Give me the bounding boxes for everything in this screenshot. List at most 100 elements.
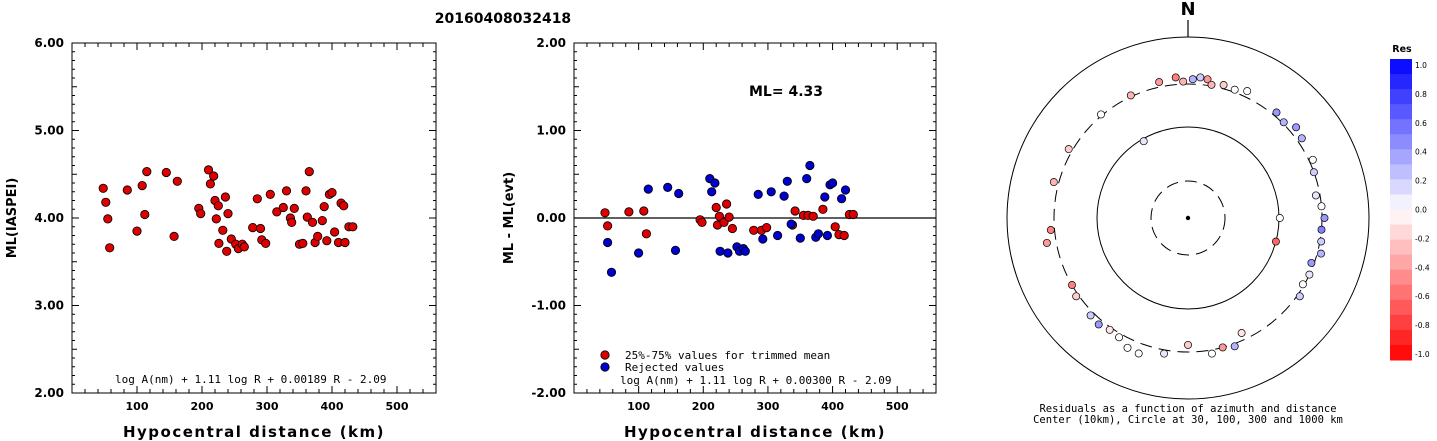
y-tick-label: 2.00 bbox=[34, 386, 64, 400]
data-point bbox=[248, 223, 258, 233]
data-point bbox=[758, 234, 768, 244]
data-point bbox=[727, 223, 738, 234]
data-point bbox=[602, 221, 613, 231]
station-residual-marker bbox=[1134, 349, 1143, 358]
colorbar-swatch bbox=[1390, 89, 1412, 105]
colorbar-tick-label: 0.0 bbox=[1415, 206, 1427, 215]
colorbar-swatch bbox=[1390, 209, 1412, 226]
colorbar-swatch bbox=[1390, 254, 1412, 271]
data-point bbox=[213, 201, 223, 211]
data-point bbox=[340, 237, 350, 248]
station-residual-marker bbox=[1219, 81, 1228, 89]
data-point bbox=[252, 194, 262, 204]
data-point bbox=[307, 217, 318, 227]
station-residual-marker bbox=[1243, 87, 1252, 96]
station-residual-marker bbox=[1279, 118, 1288, 127]
colorbar-swatch bbox=[1390, 314, 1412, 331]
data-point bbox=[711, 202, 721, 213]
data-point bbox=[714, 211, 725, 221]
station-residual-marker bbox=[1203, 75, 1212, 84]
data-point bbox=[172, 176, 182, 186]
station-residual-marker bbox=[1275, 214, 1284, 222]
data-point bbox=[805, 160, 815, 171]
data-point bbox=[278, 202, 288, 213]
data-point bbox=[281, 186, 292, 196]
colorbar-swatch bbox=[1390, 344, 1412, 361]
station-residual-marker bbox=[1086, 311, 1095, 320]
station-residual-marker bbox=[1317, 225, 1326, 234]
data-point bbox=[822, 230, 833, 241]
data-point bbox=[317, 216, 327, 226]
data-point bbox=[348, 222, 358, 232]
data-point bbox=[641, 229, 652, 239]
station-residual-marker bbox=[1311, 191, 1320, 200]
data-point bbox=[674, 188, 684, 199]
data-point bbox=[313, 231, 323, 241]
data-point bbox=[287, 217, 297, 227]
legend-trimmed-mean: 25%-75% values for trimmed mean bbox=[625, 349, 830, 362]
colorbar-tick-label: -0.2 bbox=[1415, 234, 1430, 243]
data-point bbox=[142, 167, 152, 177]
data-point bbox=[203, 165, 214, 175]
data-point bbox=[848, 209, 858, 220]
colorbar-swatch bbox=[1390, 329, 1412, 346]
data-point bbox=[122, 185, 132, 195]
data-point bbox=[220, 192, 230, 202]
plot2-ml-annotation: ML= 4.33 bbox=[749, 84, 823, 100]
data-point bbox=[715, 246, 725, 256]
data-point bbox=[322, 236, 332, 246]
data-point bbox=[786, 219, 796, 229]
colorbar-swatch bbox=[1390, 74, 1412, 90]
data-point bbox=[205, 179, 215, 189]
polar-center-dot bbox=[1185, 215, 1191, 221]
station-residual-marker bbox=[1126, 91, 1135, 100]
colorbar-tick-label: -1.0 bbox=[1415, 350, 1430, 359]
data-point bbox=[624, 207, 634, 217]
colorbar-tick-label: 0.2 bbox=[1415, 177, 1427, 186]
data-point bbox=[802, 174, 812, 184]
data-point bbox=[795, 233, 805, 243]
station-residual-marker bbox=[1196, 73, 1205, 82]
x-tick-label: 400 bbox=[321, 400, 344, 413]
data-point bbox=[836, 194, 847, 204]
data-point bbox=[663, 182, 673, 192]
station-residual-marker bbox=[1317, 237, 1326, 246]
colorbar-title: Res bbox=[1392, 44, 1412, 55]
station-residual-marker bbox=[1207, 80, 1216, 89]
data-point bbox=[327, 188, 337, 198]
y-tick-label: 4.00 bbox=[34, 211, 64, 225]
station-residual-marker bbox=[1049, 178, 1058, 187]
data-point bbox=[105, 243, 115, 253]
station-residual-marker bbox=[1094, 320, 1103, 329]
data-point bbox=[209, 171, 219, 181]
station-residual-marker bbox=[1317, 249, 1325, 258]
x-tick-label: 500 bbox=[386, 400, 409, 413]
data-point bbox=[600, 208, 610, 218]
data-point bbox=[820, 192, 830, 202]
station-residual-marker bbox=[1072, 292, 1081, 301]
data-point bbox=[766, 187, 776, 197]
station-residual-marker bbox=[1317, 202, 1326, 211]
data-point bbox=[103, 214, 113, 224]
colorbar-swatch bbox=[1390, 194, 1412, 210]
station-residual-marker bbox=[1309, 168, 1318, 177]
colorbar-swatch bbox=[1390, 224, 1412, 241]
data-point bbox=[196, 209, 206, 219]
data-point bbox=[339, 201, 349, 211]
data-point bbox=[723, 248, 733, 258]
data-point bbox=[255, 223, 266, 234]
station-residual-marker bbox=[1320, 214, 1329, 222]
station-residual-marker bbox=[1271, 237, 1280, 246]
station-residual-marker bbox=[1097, 110, 1105, 119]
magnitude-vs-distance-panel: 100 200 300 400 500 2.00 3.00 4.00 5.00 6.00 log … bbox=[5, 36, 437, 441]
station-residual-marker bbox=[1046, 226, 1055, 234]
data-point bbox=[721, 199, 732, 209]
colorbar-tick-label: 0.6 bbox=[1415, 119, 1427, 128]
x-tick-label: 500 bbox=[886, 400, 909, 413]
data-point bbox=[724, 212, 734, 222]
data-point bbox=[840, 185, 851, 195]
data-point bbox=[98, 183, 108, 193]
y-tick-label: -1.00 bbox=[531, 299, 566, 313]
station-residual-marker bbox=[1115, 333, 1124, 342]
data-point bbox=[606, 267, 617, 277]
